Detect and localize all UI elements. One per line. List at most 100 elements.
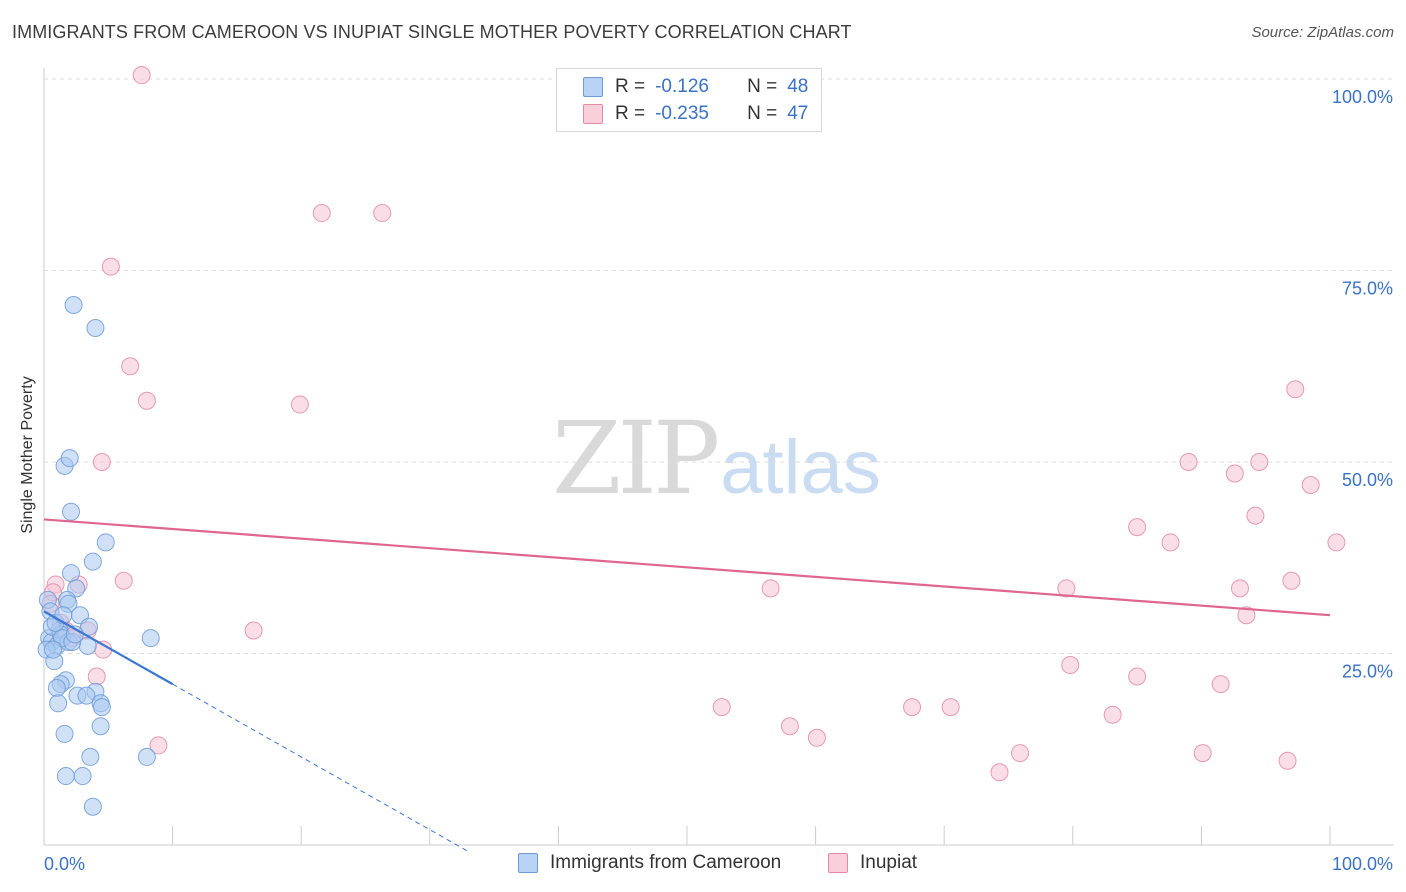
inupiat-point [312,204,331,223]
r-label: R = [615,76,646,97]
cameroon-point [92,698,111,717]
inupiat-point [1286,380,1305,399]
inupiat-point [1211,675,1230,694]
inupiat-point [121,357,140,376]
inupiat-point [1103,705,1122,724]
inupiat-point [807,728,826,747]
inupiat-points [41,66,1346,782]
cameroon-point [86,318,105,337]
watermark: ZIPatlas [552,400,881,517]
series-legend: Immigrants from Cameroon Inupiat [0,852,1406,876]
inupiat-point [1128,518,1147,537]
inupiat-point [1011,744,1030,763]
y-tick-label: 75.0% [1342,279,1393,299]
inupiat-point [1250,453,1269,471]
inupiat-point [761,579,780,598]
inupiat-point [244,621,263,640]
inupiat-point [1278,751,1297,770]
legend-label-inupiat: Inupiat [860,852,918,873]
inupiat-point [137,391,156,410]
inupiat-point [1193,744,1212,763]
cameroon-point [96,533,115,552]
tick-labels: 100.0% 75.0% 50.0% 25.0% 0.0% 100.0% [44,87,1393,874]
inupiat-legend-swatch [828,853,848,873]
inupiat-point [1230,579,1249,598]
cameroon-point [81,747,100,766]
inupiat-point [712,698,731,717]
cameroon-point [60,449,79,468]
stats-row-cameroon: R = -0.126 N = 48 [583,75,808,99]
n-label: N = [747,103,778,124]
inupiat-point [132,66,151,85]
inupiat-point [1282,571,1301,590]
n-value: 47 [787,103,809,124]
inupiat-point [1301,475,1320,494]
cameroon-point [141,629,160,648]
cameroon-trend-extension [172,683,469,852]
inupiat-point [941,698,960,717]
stats-row-inupiat: R = -0.235 N = 47 [583,102,808,126]
cameroon-trend-line [43,610,174,686]
inupiat-trend-line [43,518,1331,617]
watermark-zip: ZIP [552,400,720,517]
inupiat-point [1057,579,1076,598]
inupiat-point [1161,533,1180,552]
axes [43,68,1394,846]
cameroon-point [73,767,92,786]
cameroon-point [83,797,102,816]
inupiat-point [1327,533,1346,552]
inupiat-point [87,667,106,686]
cameroon-point [49,694,68,713]
r-value: -0.235 [655,103,709,124]
inupiat-point [114,571,133,590]
cameroon-point [64,295,83,314]
cameroon-point [83,552,102,571]
r-value: -0.126 [655,76,709,97]
legend-item-cameroon[interactable]: Immigrants from Cameroon [518,852,781,874]
cameroon-legend-swatch [518,853,538,873]
inupiat-point [92,453,111,471]
cameroon-point [44,640,63,659]
inupiat-point [149,736,168,755]
y-tick-label: 50.0% [1342,470,1393,490]
cameroon-point [77,686,96,705]
legend-label-cameroon: Immigrants from Cameroon [550,852,782,873]
cameroon-points [37,295,160,816]
cameroon-point [62,502,81,521]
x-tick-label-min: 0.0% [44,854,85,874]
inupiat-point [1128,667,1147,686]
cameroon-point [55,724,74,743]
source-label: Source: ZipAtlas.com [1251,24,1394,41]
cameroon-point [47,678,66,697]
y-tick-label: 25.0% [1342,662,1393,682]
cameroon-point [91,717,110,736]
inupiat-point [101,257,120,276]
inupiat-point [290,395,309,414]
n-value: 48 [787,76,809,97]
inupiat-point [780,717,799,736]
inupiat-point [1179,453,1198,471]
stats-legend: R = -0.126 N = 48 R = -0.235 N = 47 [556,68,822,132]
y-tick-label: 100.0% [1332,87,1393,107]
inupiat-point [903,698,922,717]
watermark-atlas: atlas [720,425,881,510]
cameroon-point [56,767,75,786]
inupiat-point [1061,655,1080,674]
cameroon-point [62,564,81,583]
x-tick-label-max: 100.0% [1332,854,1393,874]
cameroon-point [137,747,156,766]
inupiat-point [990,763,1009,782]
inupiat-point [1225,464,1244,483]
inupiat-point [1246,506,1265,525]
n-label: N = [747,76,778,97]
inupiat-point [373,204,392,223]
cameroon-swatch [583,77,603,97]
legend-item-inupiat[interactable]: Inupiat [828,852,917,874]
r-label: R = [615,103,646,124]
cameroon-point [80,617,99,636]
grid-lines [44,78,1394,654]
chart-title: IMMIGRANTS FROM CAMEROON VS INUPIAT SING… [12,22,852,42]
inupiat-swatch [583,104,603,124]
trend-lines [43,518,1331,852]
